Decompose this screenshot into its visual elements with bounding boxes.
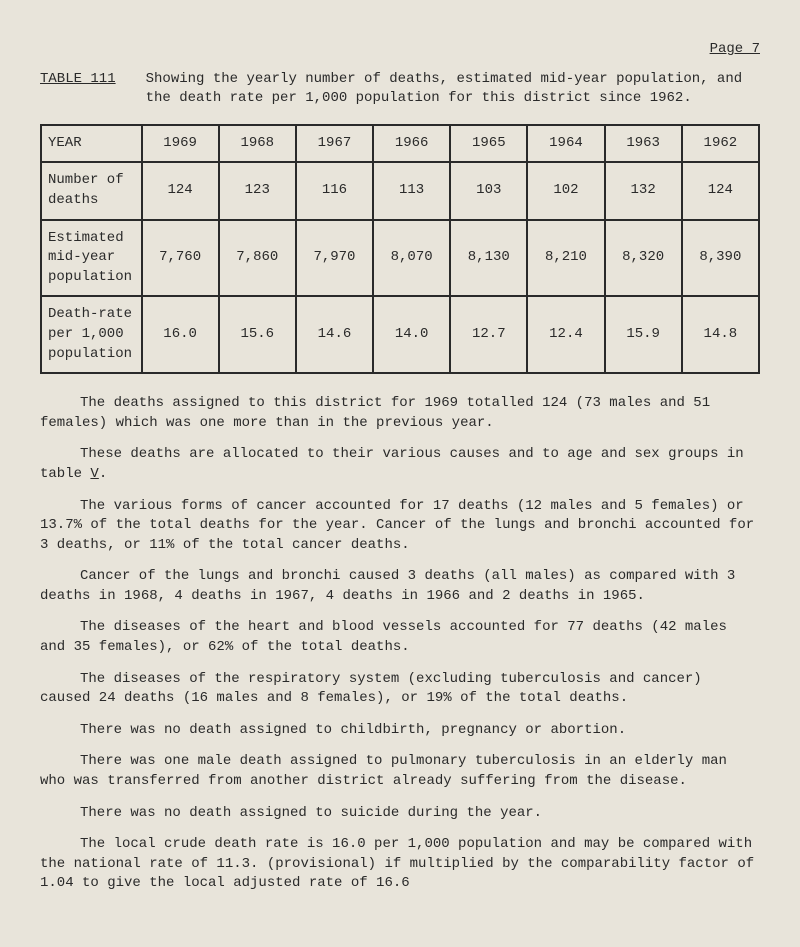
col-header: 1967	[296, 125, 373, 163]
paragraph: The various forms of cancer accounted fo…	[40, 497, 760, 556]
cell: 14.0	[373, 296, 450, 373]
cell: 103	[450, 162, 527, 219]
cell: 8,390	[682, 220, 759, 297]
cell: 8,210	[527, 220, 604, 297]
cell: 102	[527, 162, 604, 219]
cell: 14.6	[296, 296, 373, 373]
paragraph: The deaths assigned to this district for…	[40, 394, 760, 433]
text: .	[99, 466, 107, 482]
cell: 14.8	[682, 296, 759, 373]
deaths-table: YEAR 1969 1968 1967 1966 1965 1964 1963 …	[40, 124, 760, 374]
col-header: 1966	[373, 125, 450, 163]
paragraph: These deaths are allocated to their vari…	[40, 445, 760, 484]
col-header: 1963	[605, 125, 682, 163]
cell: 16.0	[142, 296, 219, 373]
cell: 8,320	[605, 220, 682, 297]
cell: 124	[682, 162, 759, 219]
paragraph: There was no death assigned to childbirt…	[40, 721, 760, 741]
col-header: 1969	[142, 125, 219, 163]
cell: 15.9	[605, 296, 682, 373]
table-title-row: TABLE 111 Showing the yearly number of d…	[40, 70, 760, 109]
col-header: 1965	[450, 125, 527, 163]
table-header-row: YEAR 1969 1968 1967 1966 1965 1964 1963 …	[41, 125, 759, 163]
table-reference: V	[90, 466, 98, 482]
table-caption: Showing the yearly number of deaths, est…	[146, 70, 760, 109]
table-row: Estimated mid-year population 7,760 7,86…	[41, 220, 759, 297]
cell: 113	[373, 162, 450, 219]
cell: 7,860	[219, 220, 296, 297]
col-header: YEAR	[41, 125, 142, 163]
paragraph: The local crude death rate is 16.0 per 1…	[40, 835, 760, 894]
cell: 124	[142, 162, 219, 219]
paragraph: Cancer of the lungs and bronchi caused 3…	[40, 567, 760, 606]
paragraph: The diseases of the heart and blood vess…	[40, 618, 760, 657]
paragraph: The diseases of the respiratory system (…	[40, 670, 760, 709]
cell: 15.6	[219, 296, 296, 373]
paragraph: There was no death assigned to suicide d…	[40, 804, 760, 824]
cell: 7,760	[142, 220, 219, 297]
row-label: Death-rate per 1,000 population	[41, 296, 142, 373]
paragraph: There was one male death assigned to pul…	[40, 752, 760, 791]
table-label: TABLE 111	[40, 70, 116, 109]
table-row: Number of deaths 124 123 116 113 103 102…	[41, 162, 759, 219]
cell: 132	[605, 162, 682, 219]
col-header: 1962	[682, 125, 759, 163]
cell: 116	[296, 162, 373, 219]
row-label: Estimated mid-year population	[41, 220, 142, 297]
text: These deaths are allocated to their vari…	[40, 446, 744, 482]
cell: 12.4	[527, 296, 604, 373]
page-number: Page 7	[40, 40, 760, 60]
cell: 7,970	[296, 220, 373, 297]
cell: 8,130	[450, 220, 527, 297]
row-label: Number of deaths	[41, 162, 142, 219]
cell: 123	[219, 162, 296, 219]
col-header: 1964	[527, 125, 604, 163]
cell: 8,070	[373, 220, 450, 297]
table-row: Death-rate per 1,000 population 16.0 15.…	[41, 296, 759, 373]
cell: 12.7	[450, 296, 527, 373]
col-header: 1968	[219, 125, 296, 163]
